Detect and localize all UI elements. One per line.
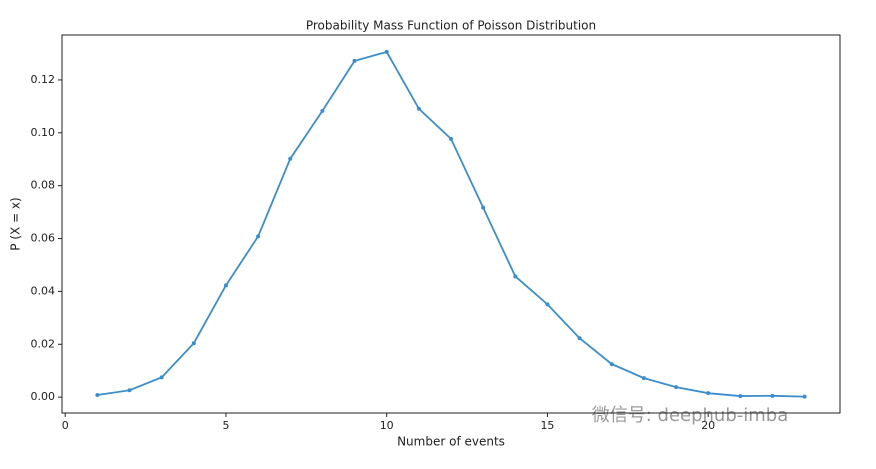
point [320, 108, 325, 113]
point [802, 394, 807, 399]
x-tick-label: 10 [380, 419, 394, 432]
point [352, 58, 357, 63]
x-tick-label: 5 [222, 419, 229, 432]
y-tick-label: 0.12 [31, 73, 56, 86]
point [513, 274, 518, 279]
watermark: 微信号: deephub-imba [592, 405, 789, 426]
point [738, 394, 743, 399]
point [191, 341, 196, 346]
y-tick-label: 0.04 [31, 284, 56, 297]
point [384, 49, 389, 54]
point [416, 106, 421, 111]
x-tick-label: 15 [540, 419, 554, 432]
point [481, 205, 486, 210]
y-tick-label: 0.00 [31, 390, 56, 403]
x-tick-label: 20 [701, 419, 715, 432]
x-axis-label: Number of events [397, 435, 505, 449]
point [223, 283, 228, 288]
plot-frame [61, 34, 841, 414]
point [545, 302, 550, 307]
point [770, 393, 775, 398]
point [449, 136, 453, 141]
y-tick-label: 0.08 [31, 179, 56, 192]
y-tick-label: 0.06 [31, 232, 56, 245]
y-tick-label: 0.02 [31, 337, 56, 350]
point [288, 156, 293, 161]
y-tick-label: 0.10 [31, 126, 56, 139]
point [256, 234, 261, 239]
point [641, 376, 646, 381]
point [577, 336, 582, 341]
chart-title: Probability Mass Function of Poisson Dis… [306, 19, 596, 33]
point [706, 391, 711, 396]
point [95, 393, 100, 398]
series-line [97, 50, 805, 398]
point [127, 388, 132, 393]
point [159, 375, 164, 380]
x-tick-label: 0 [62, 419, 69, 432]
point [609, 362, 614, 367]
y-axis-label: P (X = x) [9, 197, 23, 250]
point [674, 385, 679, 390]
